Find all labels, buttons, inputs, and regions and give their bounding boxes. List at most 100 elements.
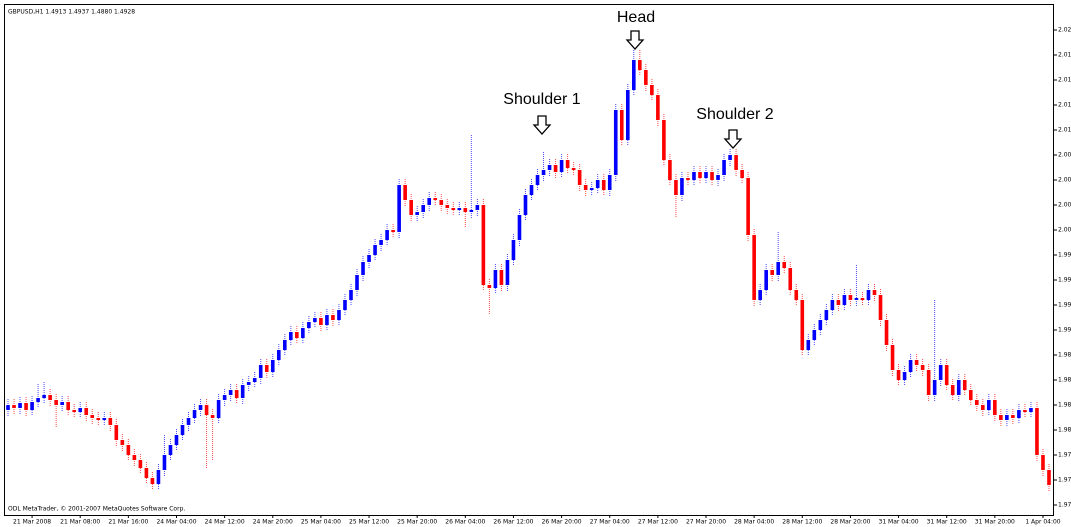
candle-body: [180, 425, 185, 435]
candle-body: [403, 185, 407, 200]
candle-body: [30, 402, 34, 410]
candle-body: [90, 415, 95, 418]
candle-body: [415, 212, 419, 215]
candle-body: [890, 345, 895, 370]
candle-body: [752, 235, 756, 300]
candle-body: [1041, 455, 1045, 470]
candle-body: [295, 332, 299, 338]
candle-body: [487, 285, 492, 288]
candle-body: [102, 418, 107, 420]
candle-body: [421, 205, 426, 212]
candle-body: [337, 310, 341, 320]
candle-body: [343, 300, 347, 310]
candle-body: [698, 172, 702, 178]
candle-body: [794, 290, 799, 300]
candle-body: [944, 365, 949, 385]
candle-body: [932, 380, 937, 395]
candle-body: [319, 318, 323, 325]
candle-body: [463, 208, 468, 212]
candle-body: [1023, 410, 1027, 412]
candle-body: [650, 85, 654, 95]
candle-body: [662, 120, 666, 160]
candle-body: [800, 300, 805, 350]
x-tick-label: 27 Mar 20:00: [686, 519, 726, 526]
candle-body: [1017, 410, 1021, 418]
candle-body: [216, 400, 221, 418]
candle-body: [409, 200, 413, 215]
candle-body: [433, 198, 438, 200]
candle-body: [728, 155, 732, 160]
candle-body: [619, 110, 624, 140]
candle-body: [240, 385, 245, 398]
candle-body: [349, 290, 353, 300]
candle-body: [710, 172, 714, 180]
y-tick-label: 1.9825: [1058, 402, 1071, 409]
candle-body: [950, 385, 955, 395]
y-tick-label: 1.9850: [1058, 377, 1071, 384]
x-tick-label: 21 Mar 08:00: [60, 519, 100, 526]
candle-body: [174, 435, 179, 445]
candle-body: [674, 180, 678, 195]
candle-body: [331, 315, 335, 320]
candle-body: [999, 415, 1003, 420]
y-tick-label: 2.0100: [1058, 127, 1071, 134]
candle-body: [517, 215, 522, 240]
candle-body: [96, 418, 101, 420]
candle-body: [680, 178, 684, 195]
candle-body: [162, 455, 167, 470]
candle-body: [481, 205, 486, 285]
candle-body: [301, 328, 305, 338]
candle-body: [818, 320, 823, 330]
chart-title: GBPUSD,H1 1.4913 1.4937 1.4880 1.4928: [8, 9, 135, 16]
candle-body: [607, 175, 612, 190]
candle-body: [493, 270, 498, 288]
candle-body: [367, 255, 371, 262]
candle-body: [168, 445, 173, 455]
x-tick-label: 27 Mar 12:00: [638, 519, 678, 526]
candle-body: [668, 160, 672, 180]
candle-body: [547, 165, 552, 170]
annotation-shoulder-1: Shoulder 1: [503, 91, 580, 108]
x-tick-label: 28 Mar 20:00: [830, 519, 870, 526]
candle-body: [60, 402, 64, 405]
candle-body: [830, 300, 835, 310]
candle-body: [42, 395, 46, 398]
x-tick-label: 25 Mar 12:00: [349, 519, 389, 526]
annotation-arrow: [532, 115, 552, 135]
candle-body: [896, 370, 901, 380]
x-tick-label: 25 Mar 04:00: [301, 519, 341, 526]
candle-body: [198, 405, 203, 410]
candle-body: [553, 165, 558, 172]
candle-body: [776, 262, 781, 275]
candle-body: [571, 168, 576, 170]
y-tick-label: 1.9800: [1058, 427, 1071, 434]
x-tick-label: 24 Mar 20:00: [253, 519, 293, 526]
candle-body: [457, 208, 462, 210]
candle-body: [439, 200, 444, 205]
candle-body: [565, 160, 570, 168]
y-tick-label: 2.0200: [1058, 27, 1071, 34]
annotation-arrow: [723, 129, 743, 149]
candle-body: [18, 403, 22, 408]
candle-body: [156, 470, 161, 484]
candle-body: [379, 240, 383, 245]
candle-body: [234, 390, 239, 398]
candle-body: [541, 170, 546, 175]
candle-body: [848, 295, 853, 300]
candle-body: [686, 178, 690, 180]
candle-body: [475, 205, 480, 210]
y-tick-label: 1.9975: [1058, 252, 1071, 259]
annotation-arrow: [625, 30, 645, 50]
candle-body: [746, 178, 750, 235]
candle-body: [884, 320, 889, 345]
y-tick-label: 1.9875: [1058, 352, 1071, 359]
y-tick-label: 1.9900: [1058, 327, 1071, 334]
candle-body: [914, 360, 919, 365]
y-tick-label: 1.9725: [1058, 502, 1071, 509]
footer-credit: ODL MetaTrader, © 2001-2007 MetaQuotes S…: [8, 506, 185, 513]
candle-body: [740, 170, 744, 178]
x-tick-label: 25 Mar 20:00: [397, 519, 437, 526]
candle-body: [391, 230, 395, 232]
y-tick-label: 2.0150: [1058, 77, 1071, 84]
